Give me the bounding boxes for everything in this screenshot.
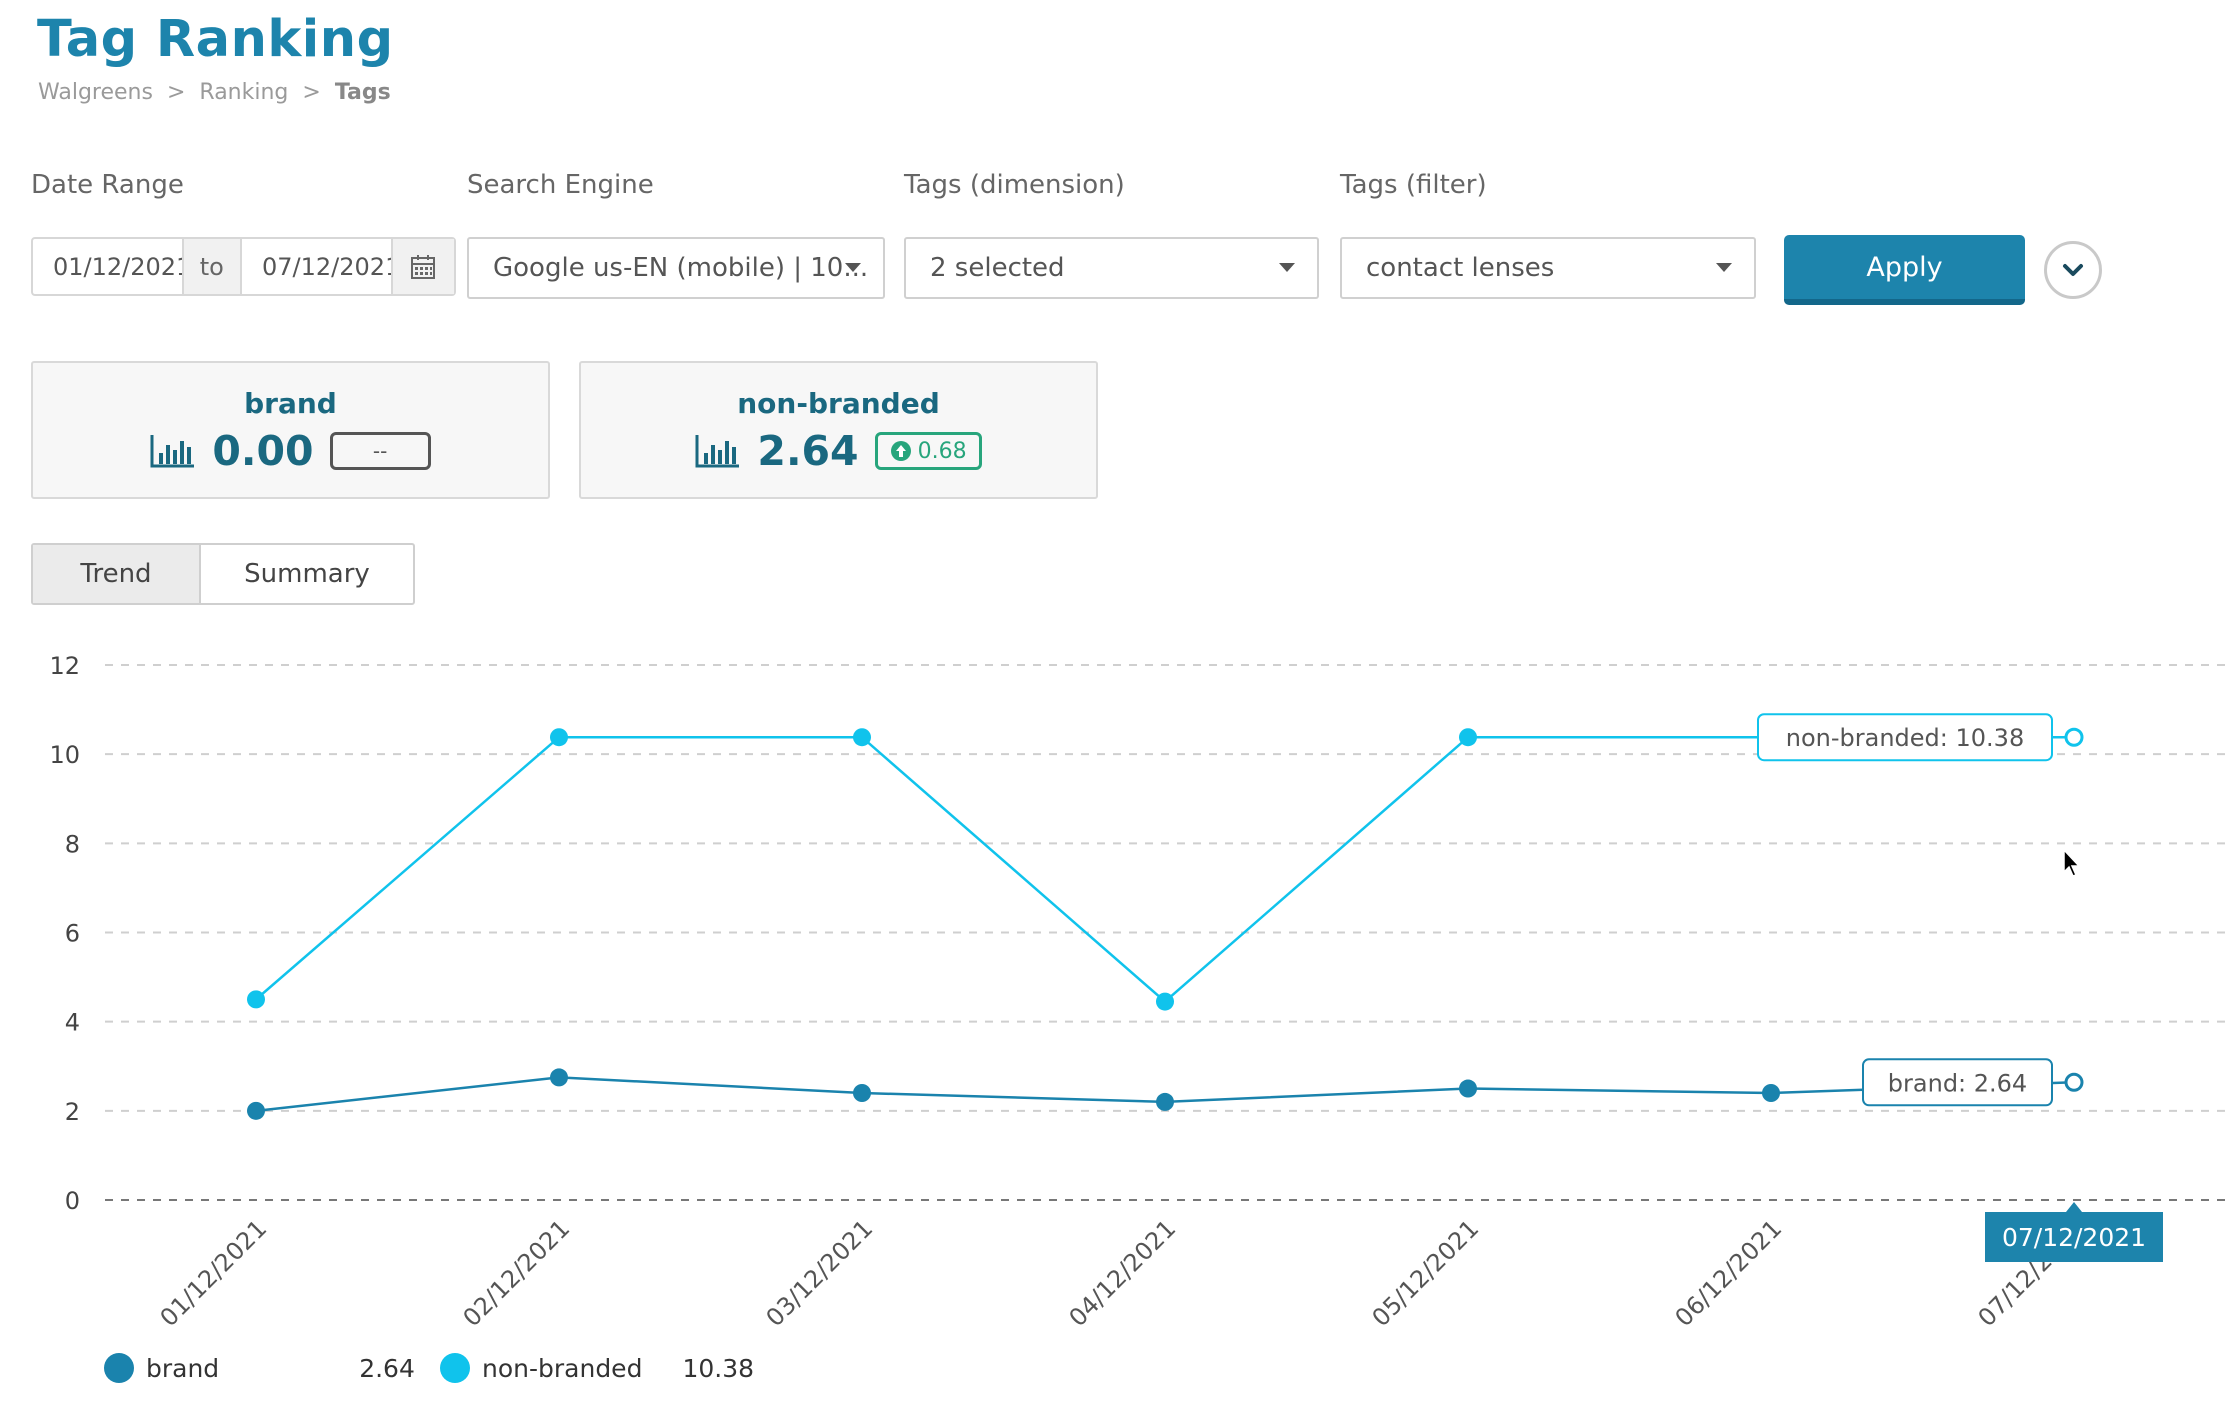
tags-dimension-label: Tags (dimension) — [904, 170, 1125, 200]
metric-card-brand: brand 0.00 -- — [31, 361, 550, 499]
date-from-input[interactable]: 01/12/2021 — [53, 252, 182, 281]
data-point-brand — [1459, 1079, 1477, 1098]
tags-filter-select[interactable]: contact lenses — [1340, 237, 1756, 299]
tags-filter-value: contact lenses — [1366, 253, 1555, 283]
calendar-icon[interactable] — [390, 239, 454, 294]
legend-swatch — [440, 1353, 470, 1383]
legend-value: 2.64 — [359, 1353, 415, 1383]
x-tick-label: 01/12/2021 — [155, 1214, 273, 1332]
date-range-label: Date Range — [31, 170, 184, 200]
expand-filters-button[interactable] — [2044, 241, 2102, 299]
legend-value: 10.38 — [682, 1353, 755, 1383]
search-engine-value: Google us-EN (mobile) | 10... — [493, 253, 869, 283]
search-engine-select[interactable]: Google us-EN (mobile) | 10... — [467, 237, 885, 299]
tags-filter-label: Tags (filter) — [1340, 170, 1487, 200]
data-point-brand — [853, 1084, 871, 1102]
tags-dimension-select[interactable]: 2 selected — [904, 237, 1319, 299]
breadcrumb-item-ranking[interactable]: Ranking — [199, 80, 289, 105]
y-tick-label: 8 — [65, 830, 80, 858]
breadcrumb: Walgreens > Ranking > Tags — [38, 80, 391, 105]
date-range-picker: 01/12/2021 to 07/12/2021 — [31, 237, 456, 296]
search-engine-label: Search Engine — [467, 170, 654, 200]
tags-dimension-value: 2 selected — [930, 253, 1065, 283]
metric-card-non-branded: non-branded 2.64 0.68 — [579, 361, 1098, 499]
y-tick-label: 10 — [49, 741, 80, 769]
legend-swatch — [104, 1353, 134, 1383]
view-tabs: Trend Summary — [31, 543, 415, 605]
chevron-down-icon — [2063, 264, 2083, 276]
active-x-label: 07/12/2021 — [2002, 1223, 2146, 1252]
metric-card-value: 2.64 — [757, 427, 859, 475]
x-tick-label: 04/12/2021 — [1064, 1214, 1182, 1332]
date-to-input[interactable]: 07/12/2021 — [262, 252, 391, 281]
legend-label: non-branded — [482, 1353, 643, 1383]
data-point-brand — [1762, 1084, 1780, 1102]
metric-card-value: 0.00 — [212, 427, 314, 475]
y-tick-label: 6 — [65, 920, 80, 948]
tab-summary[interactable]: Summary — [244, 559, 370, 589]
legend-item-non-branded[interactable]: non-branded 10.38 — [440, 1353, 754, 1383]
date-to-separator: to — [181, 239, 243, 294]
change-value: 0.68 — [917, 438, 967, 464]
x-tick-label: 05/12/2021 — [1367, 1214, 1485, 1332]
arrow-up-circle-icon — [890, 441, 911, 461]
series-line-non-branded — [255, 735, 2074, 1004]
data-point-brand — [550, 1068, 568, 1087]
trend-chart: 0 2 4 6 8 10 12 01/12/2021 02/12/2021 03/12/2021 0… — [49, 652, 2226, 1332]
breadcrumb-separator: > — [302, 80, 321, 105]
active-x-pointer — [2066, 1202, 2082, 1212]
breadcrumb-item-tags: Tags — [334, 80, 391, 105]
tooltip-box — [1757, 713, 2053, 762]
tooltip-text: non-branded: 10.38 — [1786, 724, 2024, 752]
tooltip-box — [1862, 1058, 2053, 1107]
chevron-down-icon — [1279, 263, 1295, 272]
data-point-non-branded — [1459, 728, 1477, 747]
breadcrumb-item-walgreens[interactable]: Walgreens — [38, 80, 153, 105]
data-point-non-branded — [1156, 992, 1174, 1011]
mouse-cursor-icon — [2063, 848, 2081, 877]
breadcrumb-separator: > — [166, 80, 186, 105]
data-point-non-branded — [2064, 727, 2084, 747]
apply-button[interactable]: Apply — [1784, 235, 2025, 305]
data-point-non-branded — [247, 990, 265, 1009]
data-point-brand — [1156, 1092, 1174, 1111]
y-tick-label: 0 — [65, 1187, 80, 1215]
x-tick-label: 02/12/2021 — [458, 1214, 576, 1332]
bar-chart-icon — [150, 435, 195, 468]
tooltip-text: brand: 2.64 — [1888, 1069, 2027, 1097]
legend-item-brand[interactable]: brand 2.64 — [104, 1353, 415, 1383]
x-tick-label: 03/12/2021 — [761, 1214, 879, 1332]
page-title: Tag Ranking — [37, 10, 394, 69]
legend-label: brand — [146, 1353, 220, 1383]
y-tick-label: 4 — [65, 1009, 80, 1037]
x-tick-label: 06/12/2021 — [1670, 1214, 1788, 1332]
chevron-down-icon — [845, 263, 861, 272]
y-tick-label: 2 — [65, 1098, 80, 1126]
y-tick-label: 12 — [49, 652, 80, 680]
change-badge: -- — [329, 432, 431, 470]
chevron-down-icon — [1716, 263, 1732, 272]
active-x-label-box — [1985, 1212, 2163, 1262]
metric-card-title: non-branded — [737, 387, 940, 420]
data-point-non-branded — [550, 728, 568, 747]
metric-card-title: brand — [244, 387, 337, 420]
data-point-non-branded — [853, 728, 871, 747]
change-badge: 0.68 — [874, 432, 982, 470]
data-point-brand — [2064, 1072, 2084, 1092]
bar-chart-icon — [695, 435, 740, 468]
data-point-brand — [247, 1101, 265, 1120]
tab-trend[interactable]: Trend — [33, 545, 201, 603]
